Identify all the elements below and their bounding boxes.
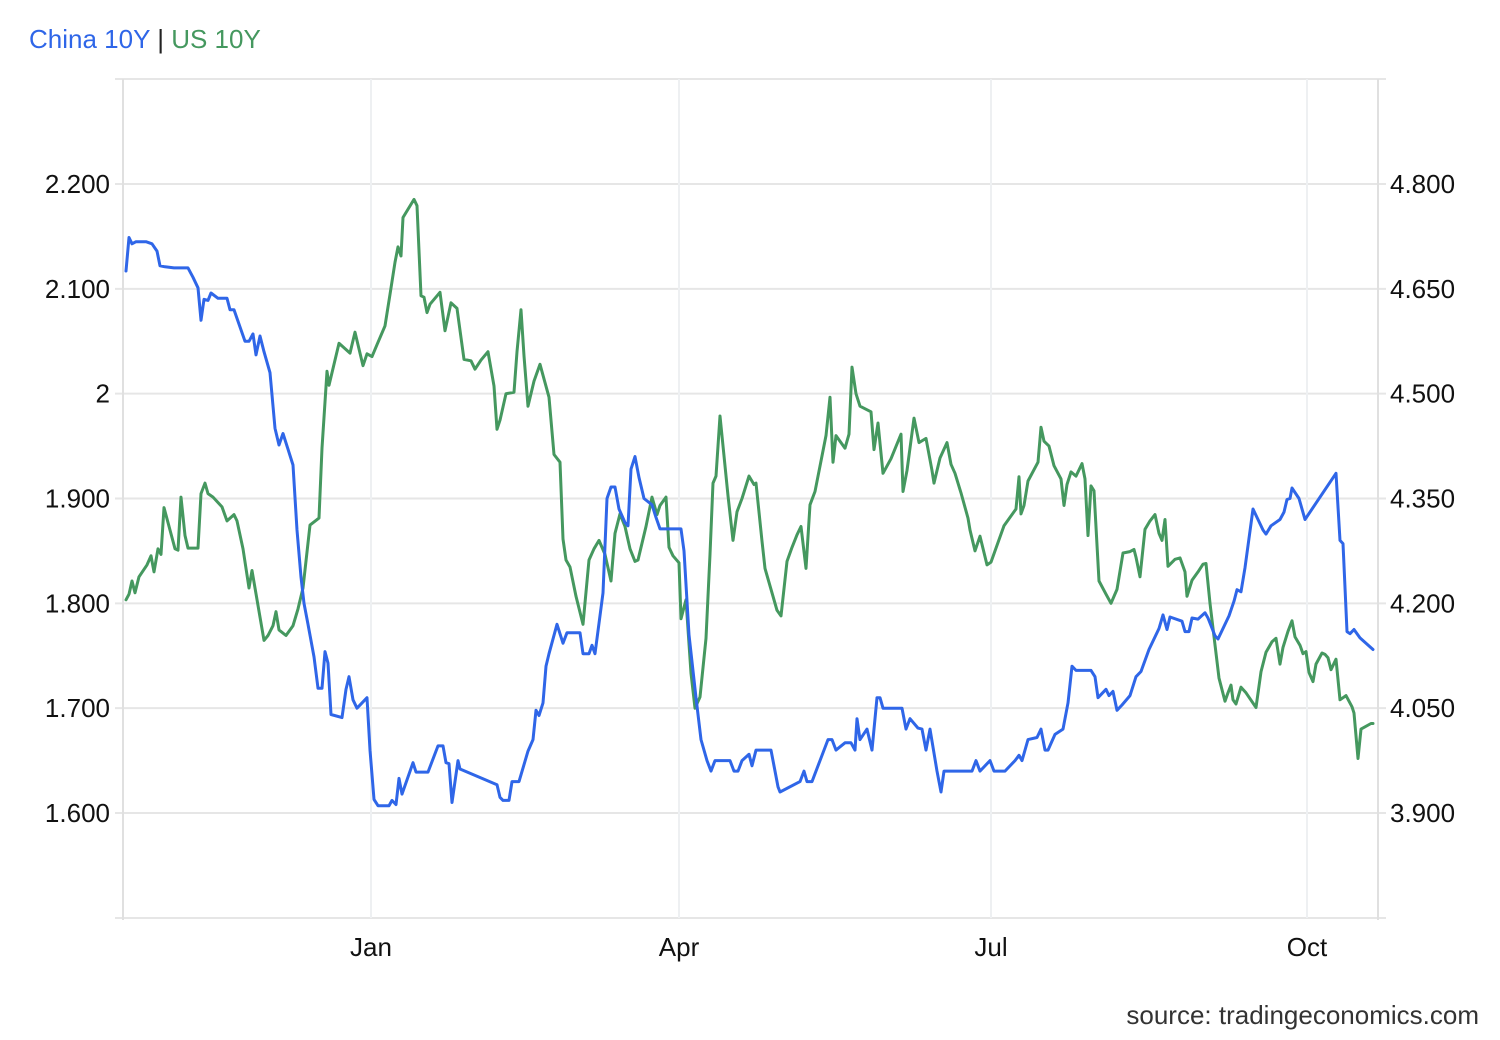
legend-china-10y[interactable]: China 10Y — [29, 24, 150, 54]
series-lines — [124, 197, 1375, 808]
x-tick-label: Jul — [974, 932, 1007, 962]
chart-legend: China 10Y | US 10Y — [29, 22, 261, 56]
source-attribution: source: tradingeconomics.com — [1126, 1000, 1479, 1030]
us-10y-line[interactable] — [124, 197, 1375, 760]
y-right-tick-label: 4.500 — [1390, 379, 1455, 409]
legend-separator: | — [157, 24, 164, 54]
x-tick-label: Oct — [1287, 932, 1328, 962]
y-left-tick-label: 2.100 — [45, 274, 110, 304]
legend-us-10y[interactable]: US 10Y — [171, 24, 261, 54]
y-right-tick-label: 4.350 — [1390, 484, 1455, 514]
y-right-tick-label: 4.200 — [1390, 588, 1455, 618]
axis-labels: 2.200 4.800 2.100 4.650 2 4.500 1.900 4.350 1.80… — [45, 169, 1455, 962]
y-left-tick-label: 2 — [96, 379, 110, 409]
y-left-tick-label: 1.800 — [45, 588, 110, 618]
china-10y-line[interactable] — [124, 236, 1375, 808]
y-right-tick-label: 3.900 — [1390, 798, 1455, 828]
y-left-tick-label: 1.900 — [45, 484, 110, 514]
y-right-tick-label: 4.650 — [1390, 274, 1455, 304]
x-tick-label: Jan — [350, 932, 392, 962]
y-left-tick-label: 1.600 — [45, 798, 110, 828]
x-tick-label: Apr — [659, 932, 700, 962]
grid-lines — [115, 78, 1386, 919]
y-left-tick-label: 1.700 — [45, 693, 110, 723]
axes — [122, 79, 1379, 920]
y-right-tick-label: 4.800 — [1390, 169, 1455, 199]
y-left-tick-label: 2.200 — [45, 169, 110, 199]
y-right-tick-label: 4.050 — [1390, 693, 1455, 723]
